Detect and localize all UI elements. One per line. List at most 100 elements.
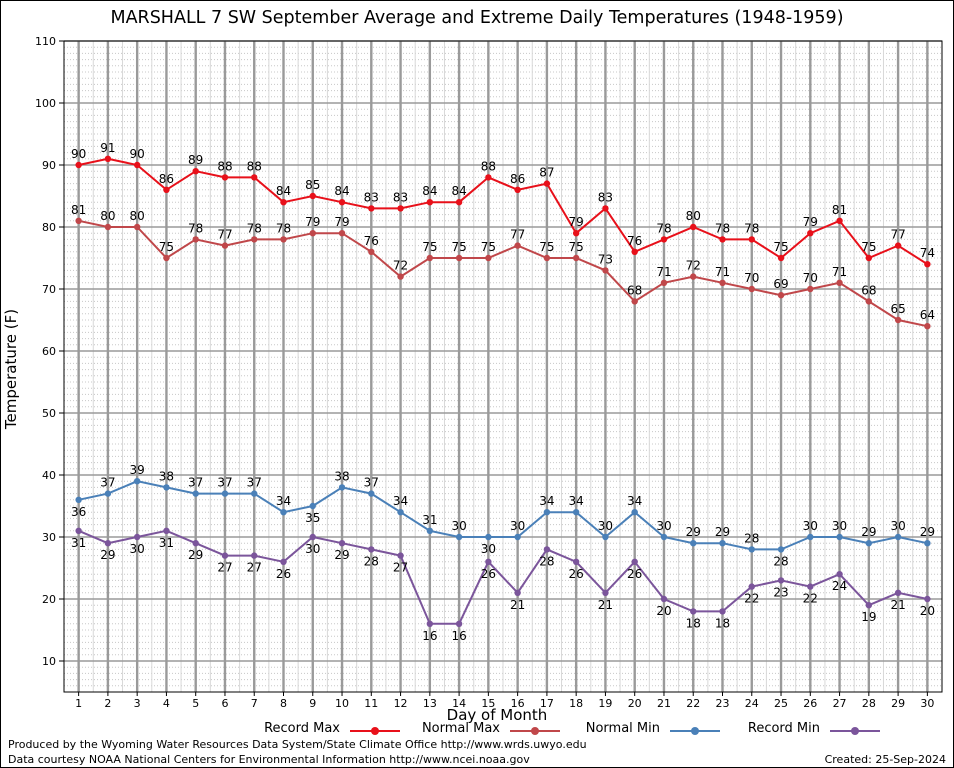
y-tick-label: 100 [35,97,56,110]
data-label: 78 [247,221,262,235]
data-label: 28 [539,554,554,568]
data-label: 88 [217,159,232,173]
data-point [280,199,287,206]
data-point [543,509,551,516]
x-tick-label: 2 [104,697,111,710]
data-point [572,230,580,237]
data-label: 78 [276,221,291,235]
legend-item-record-max: Record Max [240,721,400,739]
data-point [397,205,404,212]
y-tick-label: 50 [42,407,56,420]
data-point [368,546,375,553]
data-point [631,248,638,255]
data-label: 80 [100,209,115,223]
legend-marker [691,727,699,735]
data-label: 80 [686,209,701,223]
data-label: 37 [188,476,203,490]
data-label: 87 [539,166,554,180]
data-label: 65 [890,302,905,316]
x-tick-label: 28 [862,697,876,710]
data-point [719,608,726,615]
data-label: 20 [656,604,671,618]
x-tick-label: 20 [628,697,642,710]
data-point [309,502,316,510]
data-label: 30 [510,519,525,533]
x-tick-label: 1 [75,697,82,710]
data-label: 26 [569,567,584,581]
data-point [251,490,258,497]
data-point [104,540,112,547]
data-point [133,161,141,169]
x-tick-label: 26 [803,697,817,710]
x-tick-label: 13 [423,697,437,710]
y-tick-label: 20 [42,593,56,606]
data-point [865,602,873,609]
data-point [163,254,170,262]
data-point [602,533,609,541]
data-label: 86 [159,172,174,186]
x-tick-label: 25 [774,697,788,710]
x-tick-label: 27 [833,697,847,710]
data-point [719,540,726,547]
data-label: 75 [422,240,437,254]
data-label: 78 [744,221,759,235]
data-label: 34 [627,494,642,508]
x-tick-label: 9 [309,697,316,710]
data-label: 84 [422,184,437,198]
legend-item-record-min: Record Min [720,721,880,739]
data-point [485,558,492,565]
data-point [924,540,931,547]
data-label: 89 [188,153,203,167]
x-tick-label: 8 [280,697,287,710]
data-label: 24 [832,579,847,593]
x-tick-label: 15 [481,697,495,710]
data-point [192,236,199,243]
data-point [309,230,316,237]
data-point [865,540,873,547]
data-label: 69 [773,277,788,291]
legend-marker [371,727,379,735]
legend: Record Max Normal Max Normal Min Record … [0,721,954,739]
data-point [543,254,551,262]
data-label: 27 [217,561,232,575]
data-point [748,285,755,293]
data-point [192,540,199,547]
legend-item-normal-max: Normal Max [400,721,560,739]
footer-credit-ncei: Data courtesy NOAA National Centers for … [8,753,530,766]
data-label: 18 [715,616,730,630]
data-label: 29 [715,525,730,539]
data-point [924,595,931,603]
y-tick-label: 40 [42,469,56,482]
y-tick-label: 110 [35,35,56,48]
data-point [894,533,902,541]
data-label: 36 [71,505,86,519]
data-point [807,285,814,293]
data-label: 84 [276,184,291,198]
data-label: 76 [627,234,642,248]
data-label: 29 [334,548,349,562]
legend-label: Normal Max [421,721,500,736]
data-label: 68 [861,283,876,297]
data-point [338,484,346,491]
data-label: 29 [861,525,876,539]
data-point [807,533,814,541]
data-point [75,496,82,503]
data-label: 34 [276,494,291,508]
data-label: 29 [188,548,203,562]
data-label: 88 [481,159,496,173]
data-label: 81 [832,203,847,217]
data-label: 37 [247,476,262,490]
x-tick-label: 30 [920,697,934,710]
data-label: 86 [510,172,525,186]
data-label: 64 [920,308,935,322]
data-point [836,279,843,286]
x-tick-label: 14 [452,697,466,710]
data-point [338,199,346,206]
x-tick-label: 17 [540,697,554,710]
data-label: 31 [71,536,86,550]
data-label: 19 [861,610,876,624]
data-label: 80 [130,209,145,223]
data-label: 21 [510,598,525,612]
data-label: 84 [334,184,349,198]
data-point [338,230,346,237]
